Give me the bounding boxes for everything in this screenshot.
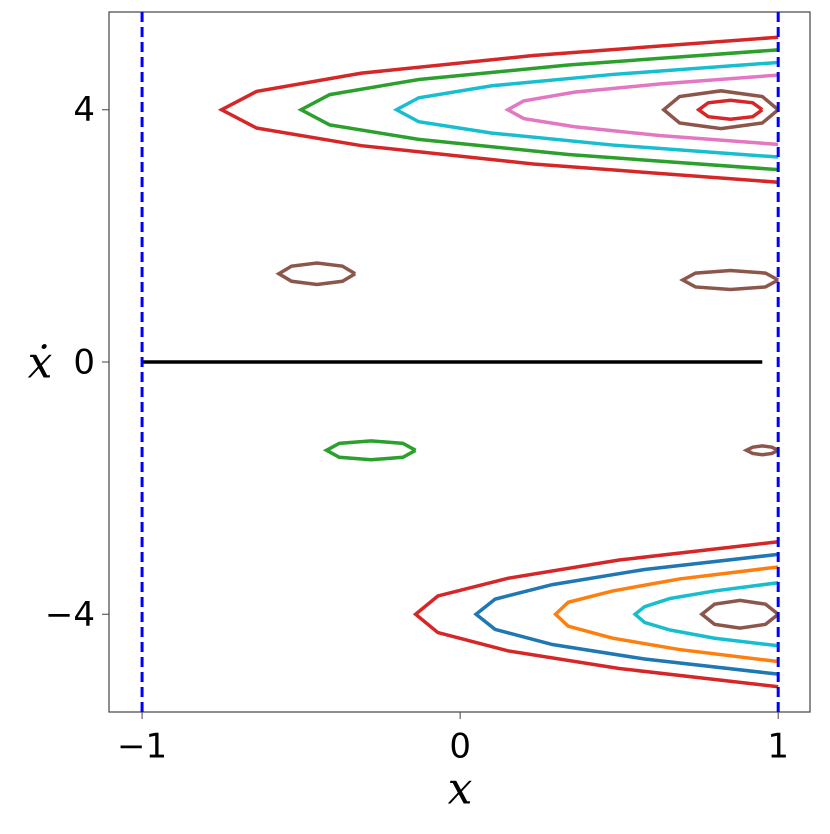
orbit-line — [504, 73, 779, 147]
orbit-line — [742, 444, 779, 457]
x-axis-label: x — [448, 764, 473, 815]
orbit-line — [679, 268, 780, 292]
orbit-line — [392, 60, 779, 159]
orbit-line — [660, 89, 780, 131]
y-tick-label: 0 — [73, 343, 95, 383]
orbit-line — [297, 48, 779, 172]
orbit-line — [473, 552, 779, 676]
orbit-line — [695, 98, 764, 121]
y-axis-label: ẋ — [28, 338, 53, 389]
x-tick-label: 1 — [767, 727, 789, 767]
orbit-line — [699, 598, 780, 630]
x-tick-label: −1 — [117, 727, 167, 767]
orbit-line — [275, 261, 357, 287]
y-tick-label: −4 — [45, 595, 95, 635]
orbit-line — [412, 539, 779, 689]
orbit-line — [322, 439, 417, 462]
orbit-line — [217, 35, 779, 185]
x-tick-label: 0 — [449, 727, 471, 767]
y-tick-label: 4 — [73, 90, 95, 130]
orbit-line — [553, 565, 779, 664]
orbit-line — [632, 580, 779, 648]
